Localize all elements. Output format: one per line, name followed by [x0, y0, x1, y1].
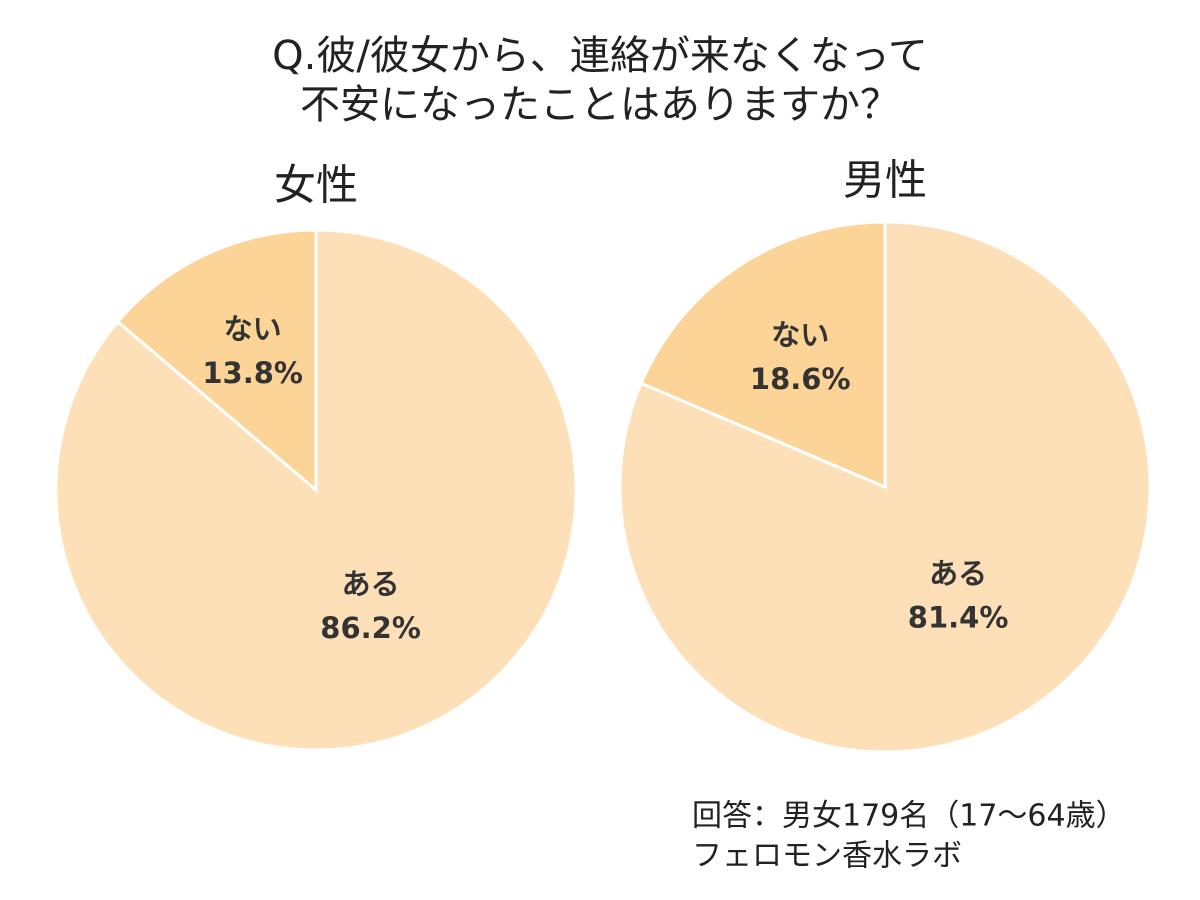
slice-category: ある — [342, 567, 400, 601]
slice-value: 81.4% — [908, 601, 1009, 635]
pie-slice — [618, 220, 1152, 754]
slice-category: ない — [771, 318, 829, 352]
title-line: Q.彼/彼女から、連絡が来なくなって — [272, 33, 928, 79]
source-line: フェロモン香水ラボ — [692, 839, 962, 874]
pie-slice — [639, 220, 887, 490]
slice-value: 13.8% — [202, 356, 303, 390]
pie-title: 男性 — [843, 156, 927, 205]
slice-value: 18.6% — [750, 362, 851, 396]
pie-title: 女性 — [274, 161, 358, 210]
slice-category: ある — [929, 557, 987, 591]
slice-category: ない — [224, 312, 282, 346]
title-line: 不安になったことはありますか？ — [300, 82, 900, 128]
slice-value: 86.2% — [320, 611, 421, 645]
pie-slice — [115, 228, 318, 494]
source-line: 回答：男女179名（17～64歳） — [692, 799, 1126, 834]
